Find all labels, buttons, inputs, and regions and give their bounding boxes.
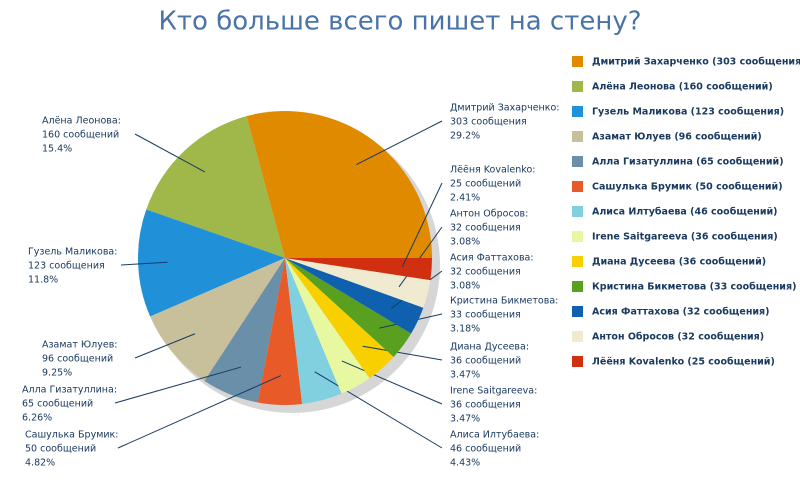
slice-name: Сашулька Брумик: [25, 430, 118, 441]
pie-slice [246, 110, 433, 259]
slice-value: 65 сообщений [22, 399, 93, 410]
slice-name: Алла Гизатуллина: [22, 385, 117, 396]
slice-share: 9.25% [42, 368, 72, 379]
legend-swatch [572, 331, 583, 342]
leader-line [120, 261, 168, 266]
slice-share: 2.41% [450, 193, 480, 204]
slice-name: Кристина Бикметова: [450, 296, 558, 307]
legend-label: Алёна Леонова (160 сообщений) [592, 82, 773, 93]
slice-name: Асия Фаттахова: [450, 253, 534, 264]
leader-line [362, 345, 443, 361]
legend-label: Лёёня Kovalenko (25 сообщений) [592, 357, 775, 368]
slice-value: 123 сообщения [28, 261, 105, 272]
leader-line [356, 120, 443, 166]
slice-share: 15.4% [42, 144, 72, 155]
leader-line [134, 333, 196, 359]
pie-slice [285, 258, 342, 405]
slice-share: 4.43% [450, 458, 480, 469]
slice-value: 46 сообщений [450, 444, 521, 455]
slice-name: Алёна Леонова: [42, 116, 121, 127]
pie-slice [146, 116, 285, 258]
pie-slice [285, 258, 432, 281]
legend-swatch [572, 106, 583, 117]
legend-label: Irene Saitgareeva (36 сообщения) [592, 232, 778, 243]
slice-name: Диана Дусеева: [450, 342, 529, 353]
slice-share: 3.08% [450, 237, 480, 248]
legend-label: Дмитрий Захарченко (303 сообщения) [592, 57, 800, 68]
slice-value: 303 сообщения [450, 117, 527, 128]
legend-label: Кристина Бикметова (33 сообщения) [592, 282, 796, 293]
slice-name: Антон Обросов: [450, 209, 528, 220]
pie-slice [285, 258, 424, 334]
leader-line [401, 182, 443, 268]
slice-share: 3.47% [450, 414, 480, 425]
slice-share: 4.82% [25, 458, 55, 469]
pie-slice [150, 258, 285, 381]
legend-label: Сашулька Брумик (50 сообщений) [592, 182, 783, 193]
slice-name: Азамат Юлуев: [42, 340, 118, 351]
slice-name: Дмитрий Захарченко: [450, 103, 560, 114]
legend-swatch [572, 281, 583, 292]
chart-title: Кто больше всего пишет на стену? [158, 7, 641, 37]
leader-line [114, 366, 242, 404]
legend-label: Гузель Маликова (123 сообщения) [592, 107, 784, 118]
slice-share: 29.2% [450, 131, 480, 142]
slice-share: 6.26% [22, 413, 52, 424]
slice-name: Гузель Маликова: [28, 247, 117, 258]
legend-label: Алиса Илтубаева (46 сообщений) [592, 207, 778, 218]
slice-share: 3.47% [450, 370, 480, 381]
slice-value: 36 сообщения [450, 400, 521, 411]
slice-share: 3.18% [450, 324, 480, 335]
pie-slice [257, 258, 303, 405]
leader-line [314, 371, 443, 449]
legend-swatch [572, 356, 583, 367]
leader-line [398, 226, 443, 288]
leader-line [134, 133, 206, 173]
legend-swatch [572, 156, 583, 167]
legend-label: Антон Обросов (32 сообщения) [592, 332, 764, 343]
pie-slice [285, 258, 394, 379]
slice-name: Алиса Илтубаева: [450, 430, 539, 441]
slice-value: 50 сообщений [25, 444, 96, 455]
pie-slice [285, 258, 431, 308]
legend-label: Азамат Юлуев (96 сообщений) [592, 132, 762, 143]
legend-label: Алла Гизатуллина (65 сообщений) [592, 157, 784, 168]
legend-swatch [572, 81, 583, 92]
legend-swatch [572, 256, 583, 267]
slice-value: 32 сообщения [450, 223, 521, 234]
slice-value: 25 сообщений [450, 179, 521, 190]
legend-swatch [572, 56, 583, 67]
slice-value: 160 сообщений [42, 130, 119, 141]
pie-slice [285, 258, 370, 394]
legend-swatch [572, 206, 583, 217]
legend-swatch [572, 306, 583, 317]
pie-slice [204, 258, 285, 403]
leader-line [341, 360, 443, 405]
slice-value: 36 сообщений [450, 356, 521, 367]
legend-label: Диана Дусеева (36 сообщений) [592, 257, 766, 268]
pie-slice [285, 258, 412, 358]
slice-share: 11.8% [28, 275, 58, 286]
legend-swatch [572, 181, 583, 192]
legend-swatch [572, 131, 583, 142]
slice-name: Лёёня Kovalenko: [450, 165, 535, 176]
slice-name: Irene Saitgareeva: [450, 386, 537, 397]
legend-swatch [572, 231, 583, 242]
pie-slice [137, 209, 285, 317]
slice-share: 3.08% [450, 281, 480, 292]
slice-value: 96 сообщений [42, 354, 113, 365]
legend-label: Асия Фаттахова (32 сообщения) [592, 307, 769, 318]
slice-value: 33 сообщения [450, 310, 521, 321]
leader-line [117, 375, 282, 449]
slice-value: 32 сообщения [450, 267, 521, 278]
